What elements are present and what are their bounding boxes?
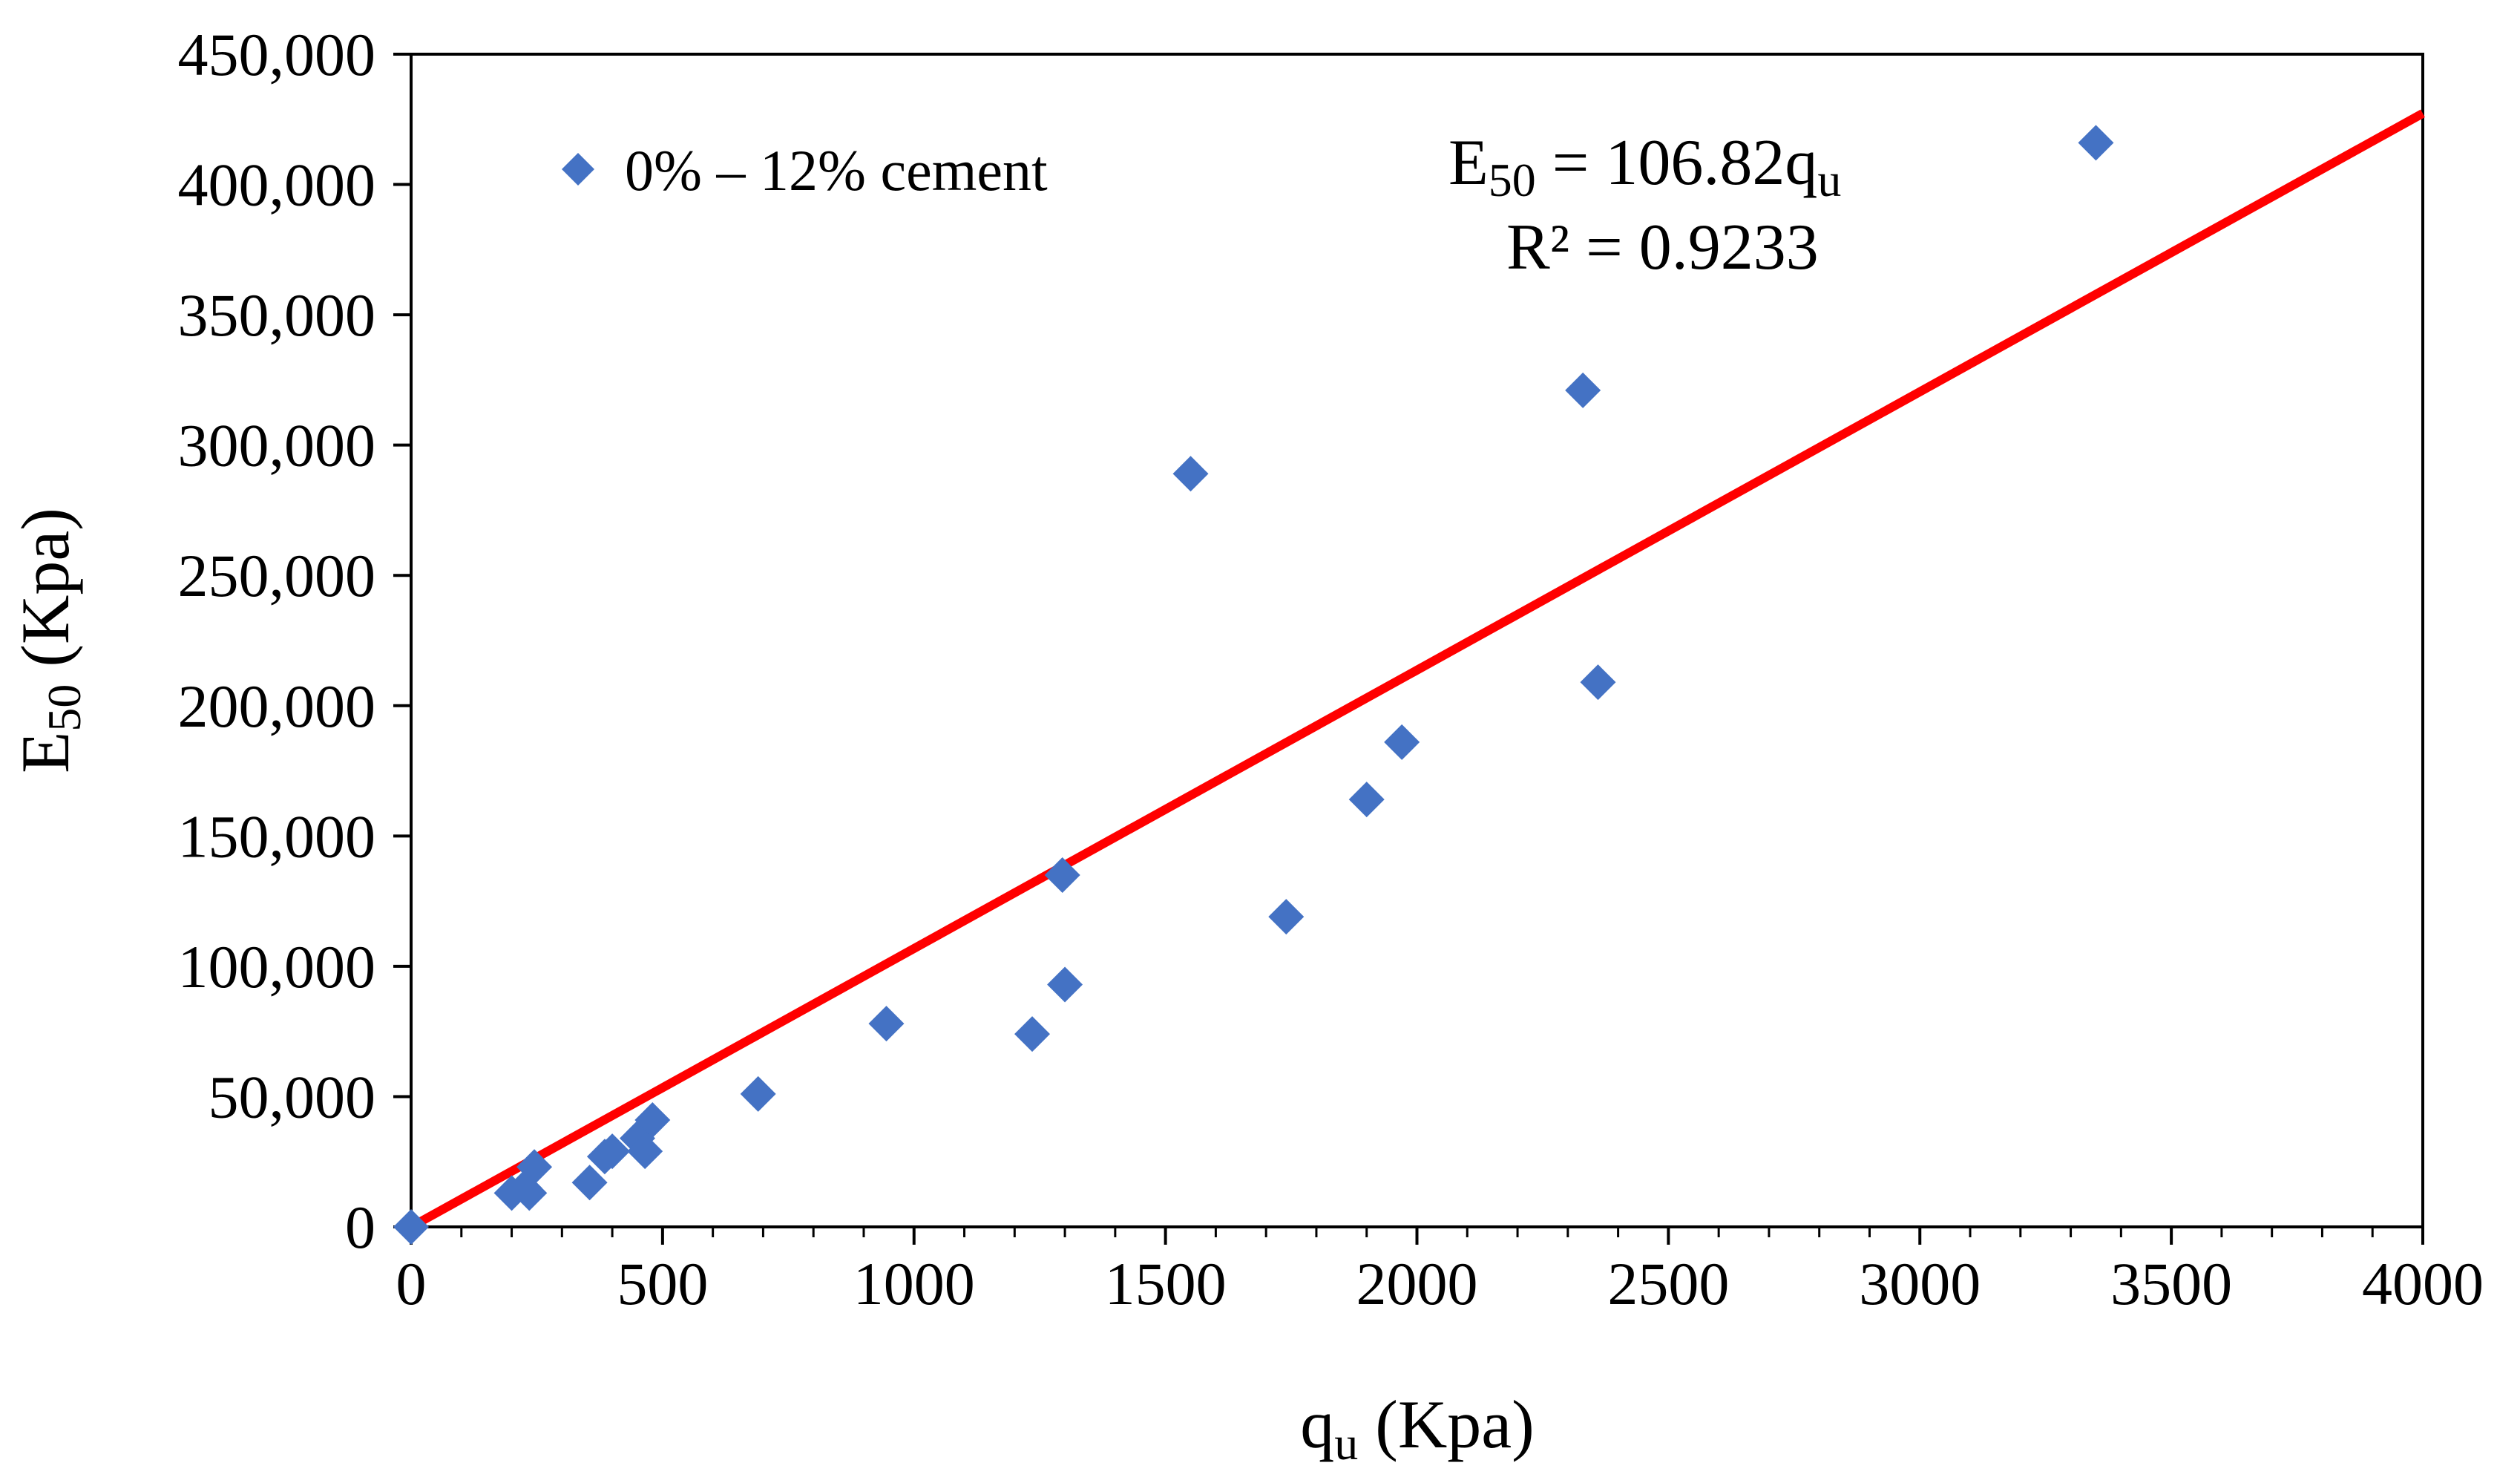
data-point-diamond: [516, 1149, 553, 1185]
trendline-group: [409, 109, 2425, 1231]
x-tick-label: 2500: [1607, 1250, 1729, 1317]
x-tick-label: 2000: [1356, 1250, 1478, 1317]
data-points: [393, 125, 2114, 1245]
legend-marker-diamond-icon: [562, 153, 594, 186]
equation-lhs-main: E: [1448, 127, 1489, 199]
x-axis-title-sub: u: [1334, 1417, 1358, 1470]
x-tick-label: 1000: [853, 1250, 975, 1317]
data-point-diamond: [634, 1102, 671, 1139]
data-point-diamond: [868, 1006, 905, 1042]
y-axis-title: E50 (Kpa): [7, 508, 91, 773]
y-axis-ticks: 0 50,000 100,000 150,000 200,000 250,000 300,0…: [178, 21, 411, 1261]
data-point-diamond: [1384, 724, 1420, 760]
r-squared-label: R² = 0.9233: [1506, 212, 1819, 284]
trendline-annotation: E50 = 106.82qu R² = 0.9233: [1448, 127, 1841, 284]
x-tick-label: 4000: [2362, 1250, 2484, 1317]
data-point-diamond: [1580, 664, 1616, 701]
equation-rhs-main: = 106.82q: [1536, 127, 1818, 199]
y-axis-title-sub: 50: [38, 684, 91, 732]
x-tick-label: 3500: [2110, 1250, 2232, 1317]
y-tick-label: 150,000: [178, 802, 376, 870]
data-point-diamond: [511, 1175, 548, 1211]
data-point-diamond: [1047, 966, 1083, 1003]
trendline-equation: E50 = 106.82qu: [1448, 127, 1841, 206]
plot-area: 0 500 1000 1500 2000 2500 3000 3500 4000 0 50,000…: [178, 21, 2484, 1317]
y-tick-label: 100,000: [178, 933, 376, 1001]
equation-rhs-sub: u: [1817, 154, 1841, 206]
plot-frame: [410, 53, 2424, 1228]
x-tick-label: 3000: [1859, 1250, 1981, 1317]
x-tick-label: 500: [617, 1250, 708, 1317]
data-point-diamond: [627, 1133, 663, 1170]
data-point-diamond: [393, 1209, 429, 1245]
x-axis-title: qu (Kpa): [1300, 1386, 1535, 1470]
y-axis-title-rest: (Kpa): [7, 508, 83, 684]
data-point-diamond: [740, 1075, 776, 1112]
data-point-diamond: [1172, 456, 1209, 492]
trendline: [409, 109, 2425, 1231]
y-tick-label: 250,000: [178, 542, 376, 609]
legend: 0% – 12% cement: [562, 138, 1048, 203]
y-tick-label: 350,000: [178, 281, 376, 349]
data-point-diamond: [1268, 899, 1305, 935]
data-point-diamond: [594, 1133, 631, 1170]
x-tick-label: 0: [396, 1250, 427, 1317]
data-point-diamond: [1565, 372, 1601, 408]
data-point-diamond: [1044, 857, 1080, 893]
legend-label: 0% – 12% cement: [625, 138, 1048, 203]
equation-lhs-sub: 50: [1489, 154, 1536, 206]
data-point-diamond: [2078, 125, 2114, 161]
y-tick-label: 450,000: [178, 21, 376, 88]
x-tick-label: 1500: [1105, 1250, 1227, 1317]
y-tick-label: 50,000: [209, 1063, 376, 1130]
y-axis-title-main: E: [7, 732, 83, 773]
x-axis-title-main: q: [1300, 1386, 1334, 1462]
y-tick-label: 300,000: [178, 412, 376, 479]
y-tick-label: 200,000: [178, 672, 376, 740]
data-point-diamond: [1348, 782, 1385, 818]
y-tick-label: 400,000: [178, 151, 376, 219]
data-point-diamond: [1014, 1016, 1051, 1052]
x-axis-ticks: 0 500 1000 1500 2000 2500 3000 3500 4000: [396, 1227, 2484, 1317]
x-axis-title-rest: (Kpa): [1358, 1386, 1535, 1462]
data-point-diamond: [571, 1165, 608, 1201]
y-tick-label: 0: [345, 1194, 375, 1261]
